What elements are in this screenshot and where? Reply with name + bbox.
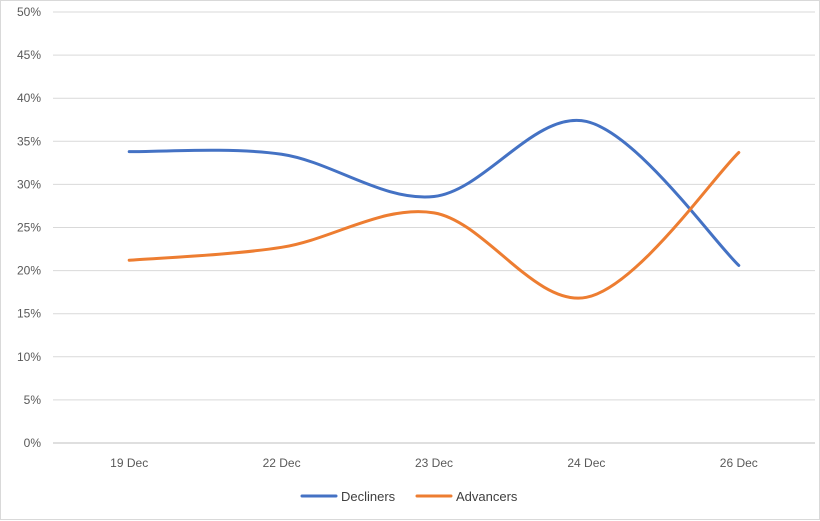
legend-label-advancers: Advancers xyxy=(456,489,518,504)
x-axis: 19 Dec 22 Dec 23 Dec 24 Dec 26 Dec xyxy=(110,456,758,470)
series-line-decliners xyxy=(127,118,741,267)
y-axis: 0% 5% 10% 15% 20% 25% 30% 35% 40% 45% 50% xyxy=(17,5,41,450)
legend-label-decliners: Decliners xyxy=(341,489,396,504)
y-tick-label: 25% xyxy=(17,221,41,235)
y-tick-label: 20% xyxy=(17,264,41,278)
x-tick-label: 22 Dec xyxy=(263,456,301,470)
y-tick-label: 40% xyxy=(17,91,41,105)
gridlines xyxy=(53,11,815,444)
y-tick-label: 10% xyxy=(17,350,41,364)
y-tick-label: 15% xyxy=(17,307,41,321)
y-tick-label: 5% xyxy=(24,393,42,407)
x-tick-label: 26 Dec xyxy=(720,456,758,470)
legend: Decliners Advancers xyxy=(300,489,518,504)
y-tick-label: 35% xyxy=(17,134,41,148)
y-tick-label: 0% xyxy=(24,436,42,450)
x-tick-label: 24 Dec xyxy=(567,456,605,470)
series-line-advancers xyxy=(127,151,741,300)
y-tick-label: 50% xyxy=(17,5,41,19)
y-tick-label: 30% xyxy=(17,177,41,191)
x-tick-label: 19 Dec xyxy=(110,456,148,470)
x-tick-label: 23 Dec xyxy=(415,456,453,470)
series-lines xyxy=(127,118,741,300)
y-tick-label: 45% xyxy=(17,48,41,62)
